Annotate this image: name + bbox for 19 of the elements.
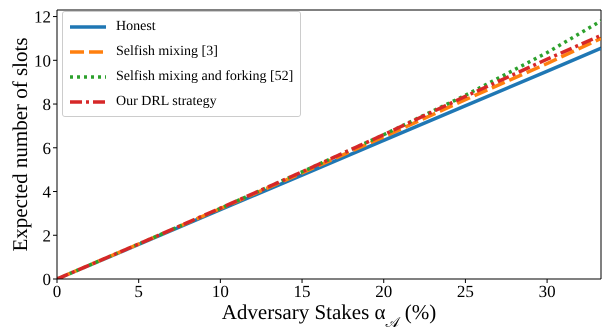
y-axis-title: Expected number of slots (8, 37, 32, 252)
x-tick-label: 5 (134, 282, 143, 302)
y-tick-label: 12 (34, 8, 51, 27)
y-tick-label: 4 (42, 182, 52, 202)
y-tick-label: 0 (42, 270, 51, 290)
x-tick-label: 30 (538, 282, 556, 302)
legend-label: Honest (116, 18, 156, 34)
x-tick-label: 20 (375, 282, 392, 302)
y-tick-label: 10 (34, 51, 51, 70)
legend-label: Selfish mixing and forking [52] (116, 68, 294, 84)
legend-label: Selfish mixing [3] (116, 44, 218, 60)
x-axis-title: Adversary Stakes α$_{𝒜}$ (%) (222, 300, 436, 331)
x-tick-label: 25 (456, 282, 474, 302)
y-tick-label: 2 (42, 226, 51, 246)
legend-label: Our DRL strategy (116, 94, 217, 110)
y-tick-label: 8 (42, 95, 51, 114)
x-tick-label: 10 (212, 282, 229, 302)
y-tick-label: 6 (42, 138, 51, 158)
x-tick-label: 15 (294, 282, 311, 302)
